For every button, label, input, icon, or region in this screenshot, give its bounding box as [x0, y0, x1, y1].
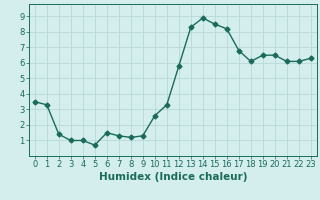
- X-axis label: Humidex (Indice chaleur): Humidex (Indice chaleur): [99, 172, 247, 182]
